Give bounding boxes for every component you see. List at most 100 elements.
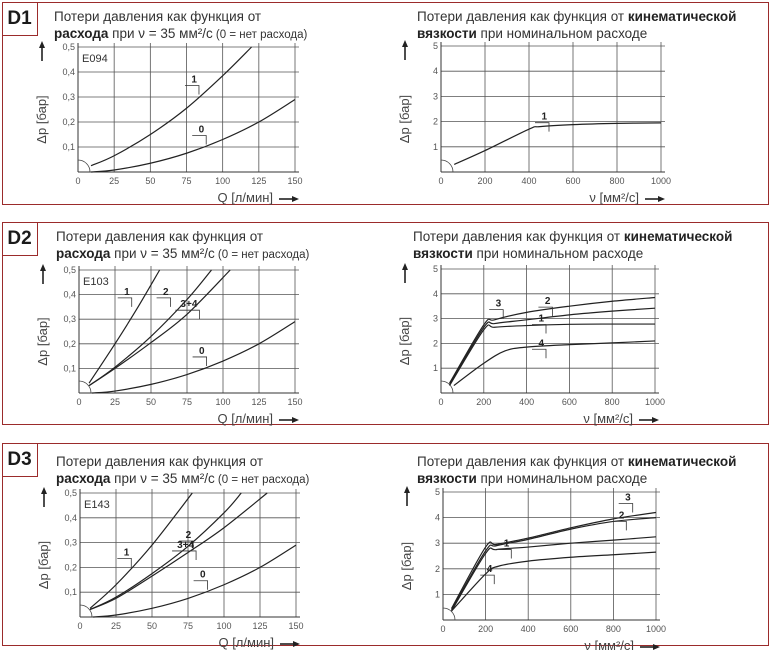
y-tick-label: 2	[433, 117, 438, 127]
x-tick-label: 150	[288, 621, 303, 631]
title-line1: Потери давления как функция от	[417, 9, 628, 24]
y-axis-label: Δp [бар]	[397, 95, 412, 143]
y-tick-label: 3	[433, 91, 438, 101]
title-mid: при ν = 35 мм²/с	[110, 246, 215, 261]
title-bold: кинематической	[627, 9, 737, 24]
x-tick-label: 600	[563, 624, 578, 634]
y-tick-label: 0,4	[63, 290, 76, 300]
origin-arc	[78, 380, 92, 394]
series-label-0: 0	[200, 570, 206, 581]
x-tick-label: 150	[287, 397, 302, 407]
y-tick-label: 0,1	[62, 142, 75, 152]
series-label-2: 2	[619, 510, 625, 521]
x-axis-label: ν [мм²/с]	[589, 190, 639, 205]
y-tick-label: 4	[433, 66, 438, 76]
y-tick-label: 5	[433, 264, 438, 274]
panel-tag: D2	[1, 221, 38, 256]
title-note: (0 = нет расхода)	[214, 474, 310, 486]
y-tick-label: 4	[433, 289, 438, 299]
series-label-0: 0	[199, 125, 205, 136]
series-line-4	[453, 340, 656, 387]
y-axis-label: Δp [бар]	[399, 542, 414, 590]
x-tick-label: 1000	[645, 397, 665, 407]
series-line-2	[89, 492, 242, 611]
x-tick-label: 0	[438, 176, 443, 186]
y-tick-label: 0,5	[64, 488, 77, 498]
series-label-leader	[175, 309, 200, 320]
series-label-4: 4	[487, 564, 493, 575]
series-label-1: 1	[191, 75, 197, 86]
title-note: (0 = нет расхода)	[212, 29, 308, 41]
title-mid: при ν = 35 мм²/с	[108, 26, 213, 41]
series-label-leader	[532, 324, 547, 334]
series-label-3: 3	[496, 299, 502, 310]
y-tick-label: 2	[433, 338, 438, 348]
y-axis-arrowhead-icon	[404, 486, 410, 493]
x-tick-label: 1000	[646, 624, 666, 634]
title-bold: расхода	[56, 471, 111, 486]
series-line-0	[92, 544, 297, 618]
series-label-leader	[535, 122, 550, 132]
title-bold: расхода	[56, 246, 111, 261]
series-line-1	[88, 269, 161, 384]
series-label-1: 1	[124, 547, 130, 558]
panel-tag: D1	[1, 1, 38, 36]
y-axis-label: Δp [бар]	[36, 541, 51, 589]
series-label-2: 2	[186, 530, 192, 541]
x-axis-arrowhead-icon	[293, 641, 300, 647]
series-label-leader	[532, 348, 547, 359]
model-code-label: E094	[82, 53, 108, 65]
series-label-1: 1	[124, 287, 130, 298]
y-axis-label: Δp [бар]	[34, 95, 49, 143]
series-label-4: 4	[538, 338, 544, 349]
series-line-3+4	[88, 269, 231, 387]
title-line1: Потери давления как функция от	[417, 454, 628, 469]
x-tick-label: 25	[111, 621, 121, 631]
series-line-3	[450, 511, 657, 609]
series-line-1	[453, 122, 662, 165]
x-tick-label: 125	[252, 621, 267, 631]
series-label-0: 0	[199, 346, 205, 357]
series-label-leader	[612, 521, 627, 531]
series-label-leader	[497, 549, 512, 559]
series-label-3+4: 3+4	[180, 299, 197, 310]
x-axis-label: ν [мм²/с]	[584, 638, 634, 650]
series-label-leader	[179, 540, 194, 551]
x-tick-label: 100	[215, 176, 230, 186]
origin-arc	[440, 380, 454, 394]
series-label-leader	[193, 580, 208, 590]
title-bold: кинематической	[627, 454, 737, 469]
x-tick-label: 50	[147, 621, 157, 631]
x-axis-label: Q [л/мин]	[218, 635, 274, 650]
y-tick-label: 2	[435, 564, 440, 574]
x-tick-label: 150	[287, 176, 302, 186]
x-tick-label: 50	[145, 176, 155, 186]
y-tick-label: 0,5	[63, 265, 76, 275]
x-tick-label: 800	[606, 624, 621, 634]
y-tick-label: 0,3	[62, 92, 75, 102]
x-tick-label: 0	[76, 397, 81, 407]
x-tick-label: 600	[565, 176, 580, 186]
model-code-label: E143	[84, 499, 110, 511]
title-bold: вязкости	[417, 26, 477, 41]
x-tick-label: 0	[438, 397, 443, 407]
y-tick-label: 3	[435, 538, 440, 548]
series-label-leader	[480, 574, 495, 585]
x-axis-label: Q [л/мин]	[217, 411, 273, 426]
series-label-leader	[618, 503, 634, 513]
y-tick-label: 0,2	[62, 117, 75, 127]
series-label-leader	[117, 558, 132, 568]
title-rest: при номинальном расходе	[476, 26, 648, 41]
x-tick-label: 50	[146, 397, 156, 407]
y-tick-label: 4	[435, 513, 440, 523]
panel-d1: D1 Потери давления как функция от расход…	[1, 1, 769, 205]
y-tick-label: 0,1	[63, 363, 76, 373]
y-tick-label: 0,2	[64, 562, 77, 572]
series-line-4	[451, 551, 657, 612]
x-tick-label: 800	[605, 397, 620, 407]
title-bold: вязкости	[417, 471, 477, 486]
origin-arc	[442, 607, 456, 621]
x-tick-label: 75	[182, 397, 192, 407]
x-tick-label: 1000	[651, 176, 671, 186]
y-tick-label: 3	[433, 314, 438, 324]
